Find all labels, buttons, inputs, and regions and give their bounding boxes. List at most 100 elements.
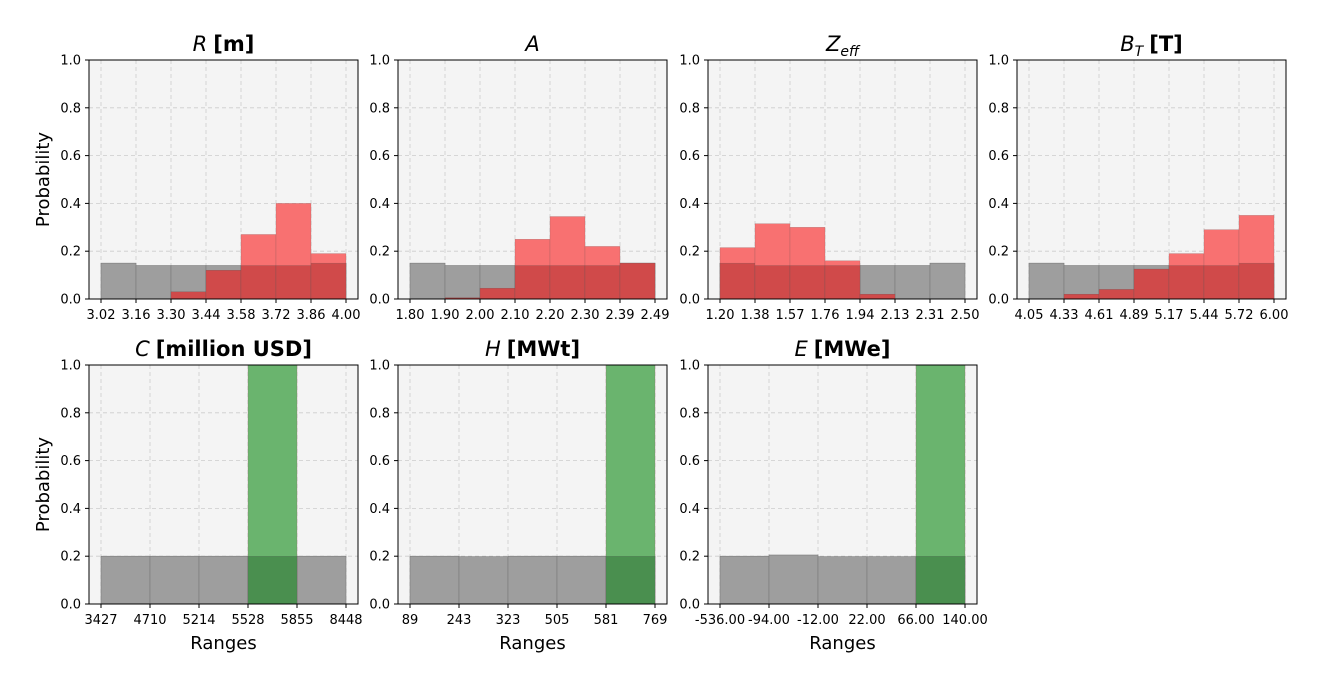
overlap-bar xyxy=(824,265,861,300)
x-tick-label: 3.30 xyxy=(157,308,186,323)
chart-title: BT [T] xyxy=(1120,32,1183,60)
y-tick-label: 1.0 xyxy=(369,54,390,69)
prior-bar xyxy=(719,555,770,605)
y-tick-label: 0.6 xyxy=(988,149,1009,164)
x-tick-label: 140.00 xyxy=(942,613,988,628)
x-tick-label: 243 xyxy=(447,613,472,628)
x-tick-label: 2.50 xyxy=(951,308,980,323)
x-tick-label: 4710 xyxy=(133,613,166,628)
prior-bar xyxy=(444,265,481,300)
axes-frame xyxy=(88,364,359,605)
axes-frame xyxy=(707,59,978,300)
x-tick-label: 505 xyxy=(545,613,570,628)
overlap-bar xyxy=(915,556,966,605)
x-tick-label: 3.02 xyxy=(87,308,116,323)
overlap-bar xyxy=(719,262,756,300)
chart-panel-4: 0.0 0.2 0.4 0.6 0.8 1.0 3427 4710 5214 5528 5855 84… xyxy=(33,337,363,654)
y-tick-label: 0.6 xyxy=(369,454,390,469)
overlap-bar xyxy=(514,265,551,300)
x-tick-label: 2.49 xyxy=(641,308,670,323)
overlap-bar xyxy=(1168,265,1205,300)
x-tick-label: 3.44 xyxy=(192,308,221,323)
overlap-bar xyxy=(205,270,242,300)
title-subscript: T xyxy=(1135,44,1145,60)
y-tick-label: 0.6 xyxy=(679,149,700,164)
chart-panel-3: 0.0 0.2 0.4 0.6 0.8 1.0 4.05 4.33 4.61 4.89 5.17 5.… xyxy=(988,32,1288,323)
prior-bar xyxy=(458,556,509,605)
title-unit: [MWt] xyxy=(507,337,580,361)
axes-frame xyxy=(707,364,978,605)
x-tick-label: 769 xyxy=(643,613,668,628)
overlap-bar xyxy=(1203,265,1240,300)
y-tick-label: 0.4 xyxy=(60,197,81,212)
chart-panel-1: 0.0 0.2 0.4 0.6 0.8 1.0 1.80 1.90 2.00 2.10 2.20 2.… xyxy=(369,32,669,323)
title-variable: E xyxy=(794,337,808,361)
y-tick-label: 0.2 xyxy=(369,550,390,565)
y-tick-label: 0.4 xyxy=(679,502,700,517)
prior-bar xyxy=(100,262,137,300)
overlap-bar xyxy=(1238,262,1275,300)
x-tick-label: 1.20 xyxy=(706,308,735,323)
y-tick-label: 0.2 xyxy=(60,245,81,260)
y-tick-label: 0.2 xyxy=(679,245,700,260)
y-axis-label: Probability xyxy=(33,437,54,532)
title-unit: [MWe] xyxy=(814,337,891,361)
prior-bar xyxy=(1028,262,1065,300)
y-tick-label: 0.8 xyxy=(679,406,700,421)
x-tick-label: 5528 xyxy=(231,613,264,628)
title-subscript: eff xyxy=(840,44,861,60)
x-tick-label: -94.00 xyxy=(748,613,790,628)
overlap-bar xyxy=(549,265,586,300)
x-tick-label: 5.17 xyxy=(1155,308,1184,323)
chart-title: H [MWt] xyxy=(485,337,580,361)
x-tick-label: 3.16 xyxy=(122,308,151,323)
x-tick-label: 4.89 xyxy=(1120,308,1149,323)
prior-bar xyxy=(866,556,917,605)
y-tick-label: 1.0 xyxy=(60,54,81,69)
overlap-bar xyxy=(1133,268,1170,300)
overlap-bar xyxy=(247,556,298,605)
overlap-bar xyxy=(619,262,656,300)
y-tick-label: 0.0 xyxy=(679,293,700,308)
x-tick-label: 4.61 xyxy=(1085,308,1114,323)
y-tick-label: 0.6 xyxy=(60,149,81,164)
prior-bar xyxy=(817,556,868,605)
y-tick-label: 0.0 xyxy=(679,598,700,613)
overlap-bar xyxy=(1098,289,1135,300)
x-tick-label: 2.30 xyxy=(571,308,600,323)
chart-title: E [MWe] xyxy=(794,337,890,361)
y-tick-label: 0.4 xyxy=(60,502,81,517)
y-tick-label: 0.4 xyxy=(369,197,390,212)
y-tick-label: 1.0 xyxy=(60,359,81,374)
chart-title: Zeff xyxy=(825,32,861,60)
x-tick-label: 1.80 xyxy=(396,308,425,323)
title-variable: A xyxy=(523,32,539,56)
y-tick-label: 0.8 xyxy=(369,101,390,116)
y-tick-label: 0.0 xyxy=(369,598,390,613)
y-tick-label: 0.2 xyxy=(679,550,700,565)
title-variable: C xyxy=(135,337,150,361)
y-tick-label: 1.0 xyxy=(988,54,1009,69)
x-tick-label: -12.00 xyxy=(797,613,839,628)
chart-panel-6: 0.0 0.2 0.4 0.6 0.8 1.0 -536.00 -94.00 -12.00 22.… xyxy=(679,337,987,654)
prior-bar xyxy=(100,555,151,605)
x-tick-label: 5855 xyxy=(280,613,313,628)
x-tick-label: 4.00 xyxy=(332,308,361,323)
y-tick-label: 0.0 xyxy=(60,293,81,308)
overlap-bar xyxy=(310,262,347,300)
axes-frame xyxy=(88,59,359,300)
y-tick-label: 0.8 xyxy=(988,101,1009,116)
overlap-bar xyxy=(170,291,207,300)
x-axis-label: Ranges xyxy=(809,633,875,654)
x-tick-label: 4.05 xyxy=(1015,308,1044,323)
chart-panel-0: 0.0 0.2 0.4 0.6 0.8 1.0 3.02 3.16 3.30 3.44 3.58 3.… xyxy=(33,32,360,323)
x-tick-label: 1.57 xyxy=(776,308,805,323)
x-tick-label: 3427 xyxy=(84,613,117,628)
prior-bar xyxy=(198,555,249,605)
prior-bar xyxy=(409,262,446,300)
prior-bar xyxy=(768,554,819,605)
overlap-bar xyxy=(275,265,312,300)
axes-frame xyxy=(397,59,668,300)
overlap-bar xyxy=(859,294,896,300)
overlap-bar xyxy=(479,288,516,300)
